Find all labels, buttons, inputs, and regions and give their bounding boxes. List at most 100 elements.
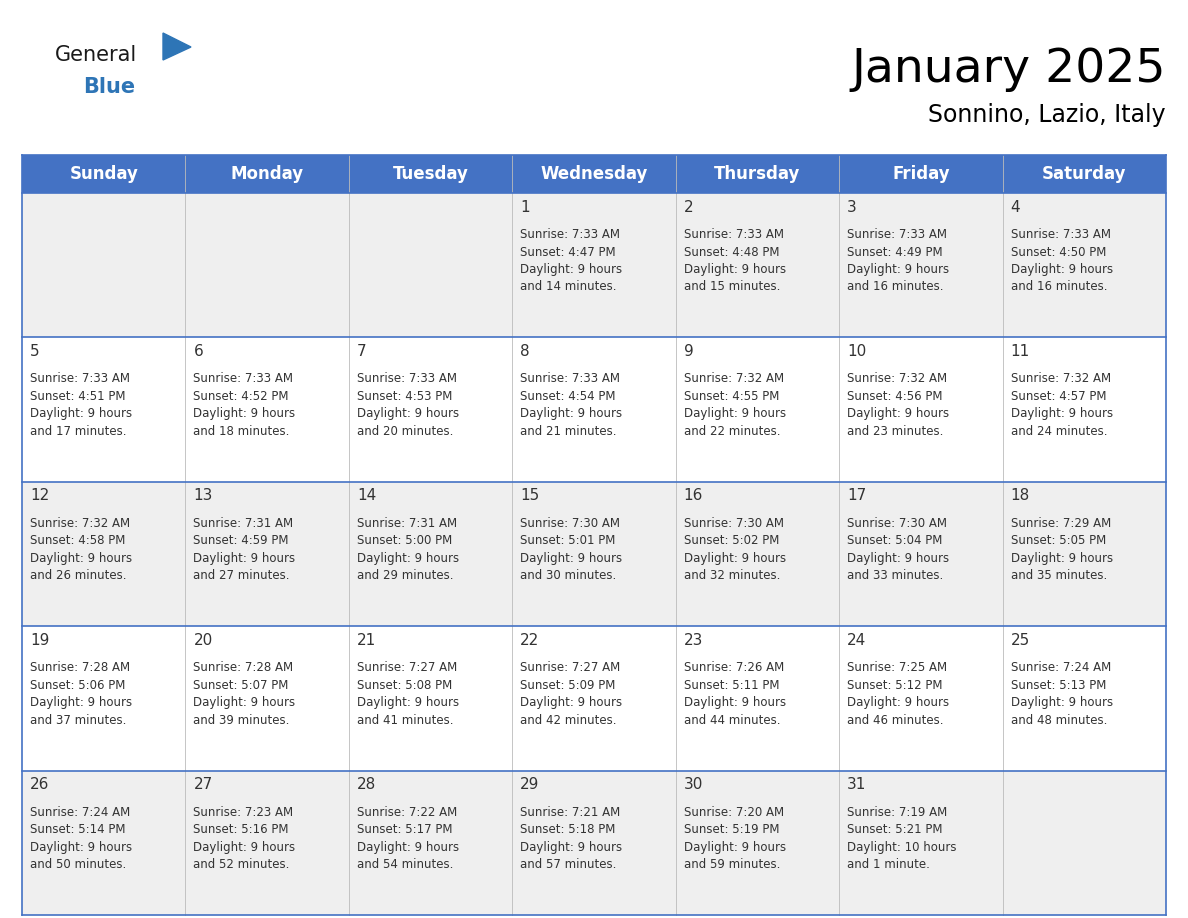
Text: Sunset: 4:49 PM: Sunset: 4:49 PM <box>847 245 943 259</box>
Text: Daylight: 9 hours: Daylight: 9 hours <box>194 408 296 420</box>
Text: Sunset: 5:13 PM: Sunset: 5:13 PM <box>1011 678 1106 691</box>
Text: and 46 minutes.: and 46 minutes. <box>847 713 943 727</box>
Text: Thursday: Thursday <box>714 165 801 183</box>
Text: Sunrise: 7:30 AM: Sunrise: 7:30 AM <box>847 517 947 530</box>
Text: 31: 31 <box>847 778 866 792</box>
Text: Saturday: Saturday <box>1042 165 1126 183</box>
Text: Sunrise: 7:31 AM: Sunrise: 7:31 AM <box>356 517 457 530</box>
Text: and 1 minute.: and 1 minute. <box>847 858 930 871</box>
Text: Sunrise: 7:27 AM: Sunrise: 7:27 AM <box>356 661 457 674</box>
Text: 19: 19 <box>30 633 50 648</box>
Text: Sunset: 5:09 PM: Sunset: 5:09 PM <box>520 678 615 691</box>
Text: and 44 minutes.: and 44 minutes. <box>684 713 781 727</box>
Text: Sunrise: 7:29 AM: Sunrise: 7:29 AM <box>1011 517 1111 530</box>
Text: Sunset: 5:14 PM: Sunset: 5:14 PM <box>30 823 126 836</box>
Text: Daylight: 9 hours: Daylight: 9 hours <box>194 552 296 565</box>
Text: 25: 25 <box>1011 633 1030 648</box>
Text: Sunrise: 7:28 AM: Sunrise: 7:28 AM <box>30 661 131 674</box>
Text: Daylight: 9 hours: Daylight: 9 hours <box>1011 552 1113 565</box>
Text: 14: 14 <box>356 488 377 503</box>
Text: General: General <box>55 45 138 65</box>
Text: Sunrise: 7:32 AM: Sunrise: 7:32 AM <box>684 373 784 386</box>
Text: Daylight: 9 hours: Daylight: 9 hours <box>30 408 132 420</box>
Text: and 35 minutes.: and 35 minutes. <box>1011 569 1107 582</box>
Text: and 26 minutes.: and 26 minutes. <box>30 569 126 582</box>
Text: 20: 20 <box>194 633 213 648</box>
Text: Sunrise: 7:33 AM: Sunrise: 7:33 AM <box>356 373 457 386</box>
Text: Sunset: 5:21 PM: Sunset: 5:21 PM <box>847 823 942 836</box>
Text: Sunset: 5:12 PM: Sunset: 5:12 PM <box>847 678 942 691</box>
Text: Sunrise: 7:24 AM: Sunrise: 7:24 AM <box>1011 661 1111 674</box>
Text: Sunset: 5:02 PM: Sunset: 5:02 PM <box>684 534 779 547</box>
Text: Sunset: 4:55 PM: Sunset: 4:55 PM <box>684 390 779 403</box>
Text: Sunrise: 7:19 AM: Sunrise: 7:19 AM <box>847 806 947 819</box>
Text: Daylight: 9 hours: Daylight: 9 hours <box>1011 408 1113 420</box>
Text: Sonnino, Lazio, Italy: Sonnino, Lazio, Italy <box>928 103 1165 127</box>
Polygon shape <box>163 33 191 60</box>
Text: Sunrise: 7:21 AM: Sunrise: 7:21 AM <box>520 806 620 819</box>
Text: Blue: Blue <box>83 77 135 97</box>
Text: Daylight: 9 hours: Daylight: 9 hours <box>847 552 949 565</box>
Bar <box>23 770 1165 915</box>
Text: Sunrise: 7:33 AM: Sunrise: 7:33 AM <box>520 228 620 241</box>
Text: Sunset: 5:19 PM: Sunset: 5:19 PM <box>684 823 779 836</box>
Text: Sunset: 5:05 PM: Sunset: 5:05 PM <box>1011 534 1106 547</box>
Text: and 18 minutes.: and 18 minutes. <box>194 425 290 438</box>
Text: and 15 minutes.: and 15 minutes. <box>684 281 781 294</box>
Text: and 59 minutes.: and 59 minutes. <box>684 858 781 871</box>
Bar <box>23 193 1165 338</box>
Text: 12: 12 <box>30 488 49 503</box>
Text: and 52 minutes.: and 52 minutes. <box>194 858 290 871</box>
Text: 4: 4 <box>1011 199 1020 215</box>
Text: January 2025: January 2025 <box>852 48 1165 93</box>
Text: Sunrise: 7:32 AM: Sunrise: 7:32 AM <box>847 373 947 386</box>
Bar <box>23 482 1165 626</box>
Text: Tuesday: Tuesday <box>392 165 468 183</box>
Text: Daylight: 9 hours: Daylight: 9 hours <box>1011 263 1113 276</box>
Text: and 39 minutes.: and 39 minutes. <box>194 713 290 727</box>
Text: Daylight: 9 hours: Daylight: 9 hours <box>30 552 132 565</box>
Text: Daylight: 9 hours: Daylight: 9 hours <box>520 841 623 854</box>
Text: 13: 13 <box>194 488 213 503</box>
Text: 16: 16 <box>684 488 703 503</box>
Text: 21: 21 <box>356 633 377 648</box>
Text: Sunset: 4:53 PM: Sunset: 4:53 PM <box>356 390 453 403</box>
Text: Sunrise: 7:33 AM: Sunrise: 7:33 AM <box>194 373 293 386</box>
Text: Sunrise: 7:33 AM: Sunrise: 7:33 AM <box>520 373 620 386</box>
Text: Sunset: 4:54 PM: Sunset: 4:54 PM <box>520 390 615 403</box>
Text: and 17 minutes.: and 17 minutes. <box>30 425 126 438</box>
Text: Daylight: 9 hours: Daylight: 9 hours <box>356 408 459 420</box>
Text: Sunset: 4:56 PM: Sunset: 4:56 PM <box>847 390 942 403</box>
Text: and 27 minutes.: and 27 minutes. <box>194 569 290 582</box>
Text: Daylight: 9 hours: Daylight: 9 hours <box>847 408 949 420</box>
Text: Sunset: 4:51 PM: Sunset: 4:51 PM <box>30 390 126 403</box>
Text: Daylight: 9 hours: Daylight: 9 hours <box>684 841 785 854</box>
Text: Sunrise: 7:31 AM: Sunrise: 7:31 AM <box>194 517 293 530</box>
Text: Sunrise: 7:24 AM: Sunrise: 7:24 AM <box>30 806 131 819</box>
Text: and 41 minutes.: and 41 minutes. <box>356 713 454 727</box>
Text: 9: 9 <box>684 344 694 359</box>
Text: Sunset: 5:16 PM: Sunset: 5:16 PM <box>194 823 289 836</box>
Text: 6: 6 <box>194 344 203 359</box>
Text: Sunrise: 7:22 AM: Sunrise: 7:22 AM <box>356 806 457 819</box>
Text: Sunrise: 7:25 AM: Sunrise: 7:25 AM <box>847 661 947 674</box>
Text: 29: 29 <box>520 778 539 792</box>
Text: Friday: Friday <box>892 165 949 183</box>
Text: and 33 minutes.: and 33 minutes. <box>847 569 943 582</box>
Text: Daylight: 9 hours: Daylight: 9 hours <box>520 552 623 565</box>
Text: 24: 24 <box>847 633 866 648</box>
Bar <box>23 155 1165 193</box>
Text: 5: 5 <box>30 344 39 359</box>
Text: Daylight: 10 hours: Daylight: 10 hours <box>847 841 956 854</box>
Text: 2: 2 <box>684 199 694 215</box>
Text: 27: 27 <box>194 778 213 792</box>
Text: Daylight: 9 hours: Daylight: 9 hours <box>520 263 623 276</box>
Text: Daylight: 9 hours: Daylight: 9 hours <box>684 552 785 565</box>
Bar <box>23 626 1165 770</box>
Text: Daylight: 9 hours: Daylight: 9 hours <box>356 696 459 710</box>
Text: Wednesday: Wednesday <box>541 165 647 183</box>
Text: 28: 28 <box>356 778 377 792</box>
Text: Sunrise: 7:32 AM: Sunrise: 7:32 AM <box>30 517 131 530</box>
Text: Sunset: 5:11 PM: Sunset: 5:11 PM <box>684 678 779 691</box>
Text: Sunrise: 7:20 AM: Sunrise: 7:20 AM <box>684 806 784 819</box>
